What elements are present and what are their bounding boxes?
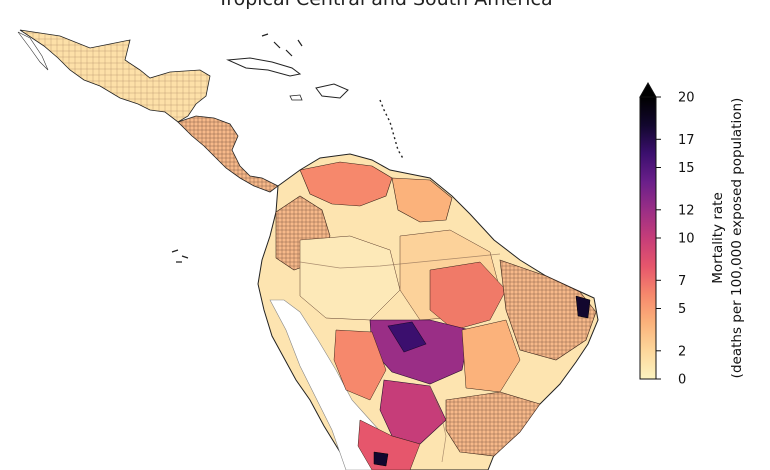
- parana-river: [429, 385, 447, 463]
- region-dark-hotspot: [373, 451, 389, 467]
- colorbar-tick-label: 15: [678, 161, 695, 176]
- region-northeast-brazil: [499, 259, 597, 361]
- colorbar-label-line1: Mortality rate: [710, 192, 726, 284]
- amazon-river: [299, 253, 501, 269]
- jamaica-island: [289, 94, 303, 101]
- region-rondonia: [387, 321, 427, 353]
- cuba-island: [226, 57, 302, 77]
- page-title: Tropical Central and South America: [0, 0, 770, 10]
- lesser-antilles: [379, 99, 405, 161]
- region-coast-hotspot: [575, 295, 591, 319]
- region-guianas: [391, 177, 453, 223]
- colorbar-tick-label: 17: [678, 133, 695, 148]
- hispaniola-island: [315, 83, 349, 99]
- mexico-region: [19, 29, 211, 123]
- colorbar-extend-arrow: [639, 81, 657, 98]
- colorbar-tick-label: 5: [678, 302, 686, 317]
- region-para: [429, 261, 507, 331]
- colorbar-label-line2: (deaths per 100,000 exposed population): [729, 98, 745, 379]
- colorbar-gradient: [639, 96, 657, 380]
- region-goias: [461, 319, 521, 393]
- region-amazon-west: [299, 235, 401, 321]
- colorbar-tick-label: 0: [678, 373, 686, 388]
- region-argentina-north: [357, 419, 421, 470]
- colorbar-tick-label: 20: [678, 91, 695, 106]
- bahamas-islands: [261, 33, 303, 57]
- region-southeast-brazil: [445, 391, 541, 457]
- colorbar-tick-label: 2: [678, 344, 686, 359]
- galapagos-islands: [171, 249, 189, 263]
- baja-peninsula: [17, 31, 49, 71]
- colorbar-tick-label: 7: [678, 274, 686, 289]
- region-venezuela: [299, 161, 393, 207]
- colorbar-tick-label: 12: [678, 203, 695, 218]
- colorbar-ticks: 0 2 5 7 10 12 15 17 20: [656, 91, 695, 388]
- central-america: [177, 115, 279, 193]
- choropleth-map: [17, 29, 599, 470]
- colorbar-tick-label: 10: [678, 232, 695, 247]
- region-bolivia: [333, 329, 387, 401]
